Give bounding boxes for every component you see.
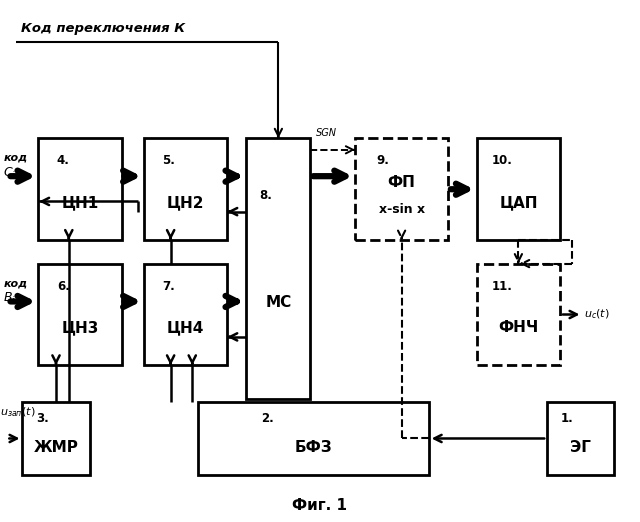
Text: $u_{зап}(t)$: $u_{зап}(t)$ — [0, 406, 35, 419]
Bar — [198, 402, 429, 475]
Text: 5.: 5. — [163, 154, 175, 167]
Bar — [477, 264, 560, 365]
Text: 3.: 3. — [36, 411, 49, 424]
Text: ФНЧ: ФНЧ — [499, 320, 538, 335]
Text: $B_i$: $B_i$ — [3, 291, 16, 306]
Bar — [355, 138, 448, 240]
Text: 9.: 9. — [376, 154, 390, 167]
Text: 4.: 4. — [57, 154, 70, 167]
Text: ЦАП: ЦАП — [499, 195, 538, 210]
Text: 6.: 6. — [57, 279, 70, 292]
Bar — [22, 402, 90, 475]
Text: БФЗ: БФЗ — [295, 441, 332, 456]
Bar — [38, 264, 122, 365]
Bar — [547, 402, 614, 475]
Text: ЦН2: ЦН2 — [167, 195, 204, 210]
Bar — [38, 138, 122, 240]
Text: Код переключения К: Код переключения К — [21, 22, 185, 35]
Text: код: код — [3, 278, 28, 288]
Text: $C_i$: $C_i$ — [3, 166, 16, 181]
Text: ЭГ: ЭГ — [570, 441, 591, 456]
Text: 11.: 11. — [492, 279, 512, 292]
Text: 2.: 2. — [261, 411, 274, 424]
Text: ФП: ФП — [388, 174, 415, 189]
Text: ЖМР: ЖМР — [33, 441, 79, 456]
Text: ЦН3: ЦН3 — [61, 320, 99, 335]
Text: x-sin x: x-sin x — [378, 203, 425, 216]
Text: МС: МС — [265, 295, 292, 310]
Text: ЦН1: ЦН1 — [61, 195, 99, 210]
Text: код: код — [3, 153, 28, 163]
Bar — [144, 138, 227, 240]
Text: SGN: SGN — [316, 128, 337, 138]
Text: 8.: 8. — [259, 189, 272, 202]
Text: 7.: 7. — [163, 279, 175, 292]
Text: ЦН4: ЦН4 — [167, 320, 204, 335]
Bar — [477, 138, 560, 240]
Text: $u_c(t)$: $u_c(t)$ — [584, 307, 610, 322]
Bar — [246, 138, 310, 399]
Text: Фиг. 1: Фиг. 1 — [292, 497, 348, 513]
Text: 1.: 1. — [561, 411, 573, 424]
Bar — [144, 264, 227, 365]
Text: 10.: 10. — [492, 154, 512, 167]
